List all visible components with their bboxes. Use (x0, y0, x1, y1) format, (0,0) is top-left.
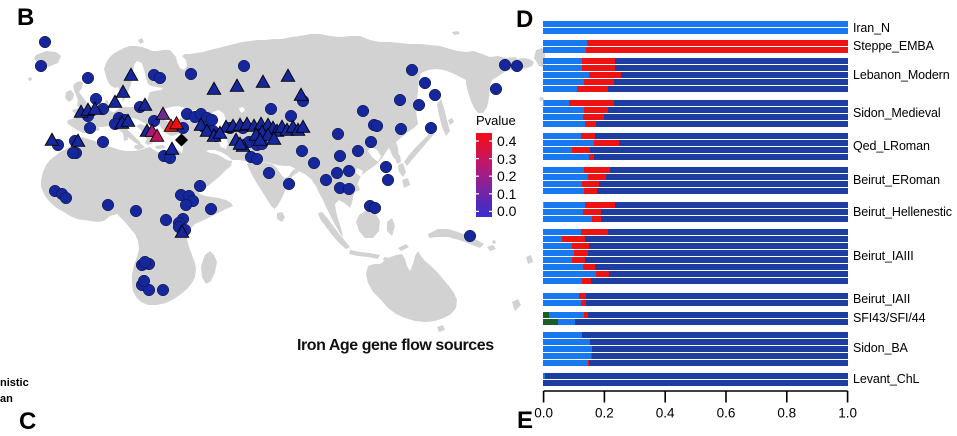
svg-text:0.2: 0.2 (595, 406, 614, 421)
svg-text:0.0: 0.0 (534, 406, 553, 421)
svg-text:1.0: 1.0 (838, 406, 857, 421)
svg-text:0.4: 0.4 (656, 406, 675, 421)
svg-text:0.8: 0.8 (777, 406, 796, 421)
svg-text:0.6: 0.6 (717, 406, 736, 421)
